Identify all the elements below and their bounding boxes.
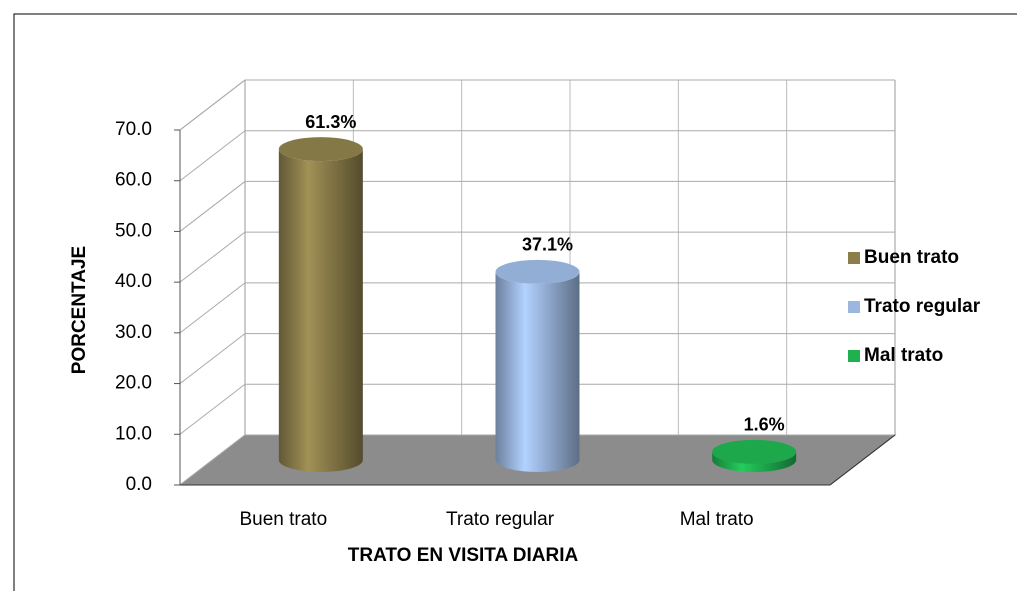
x-tick-label: Buen trato — [239, 509, 327, 530]
grid-line — [179, 383, 895, 435]
bar-top — [495, 259, 580, 284]
grid-line — [179, 79, 895, 131]
bar — [495, 271, 580, 473]
legend-label: Trato regular — [864, 296, 981, 317]
x-axis-title: TRATO EN VISITA DIARIA — [348, 545, 579, 566]
legend-label: Mal trato — [864, 345, 943, 366]
legend-swatch — [848, 350, 860, 362]
y-tick-label: 50.0 — [115, 220, 152, 241]
bar-top — [278, 137, 363, 162]
bar-top — [712, 439, 797, 464]
grid-line — [179, 130, 895, 182]
value-label: 1.6% — [744, 415, 785, 435]
x-tick-label: Trato regular — [446, 509, 555, 530]
grid-line — [179, 333, 895, 384]
grid-line — [179, 282, 895, 334]
legend-swatch — [848, 252, 860, 264]
y-tick-label: 70.0 — [115, 119, 152, 140]
value-label: 37.1% — [522, 235, 573, 255]
grid-line — [179, 434, 895, 486]
chart-frame — [13, 13, 1017, 591]
y-tick-label: 0.0 — [126, 474, 152, 495]
legend-label: Buen trato — [864, 247, 959, 268]
legend-swatch — [848, 301, 860, 313]
y-tick-label: 40.0 — [115, 271, 152, 292]
y-tick-label: 60.0 — [115, 170, 152, 191]
y-tick-label: 30.0 — [115, 322, 152, 343]
bar — [712, 451, 797, 473]
floor-edge — [829, 434, 896, 486]
y-tick-label: 10.0 — [115, 423, 152, 444]
y-tick-label: 20.0 — [115, 373, 152, 394]
grid-line — [179, 180, 895, 232]
x-tick-label: Mal trato — [680, 509, 754, 530]
value-label: 61.3% — [305, 112, 356, 132]
grid-line — [179, 231, 895, 283]
y-axis-title: PORCENTAJE — [69, 246, 90, 374]
bar — [278, 149, 363, 473]
